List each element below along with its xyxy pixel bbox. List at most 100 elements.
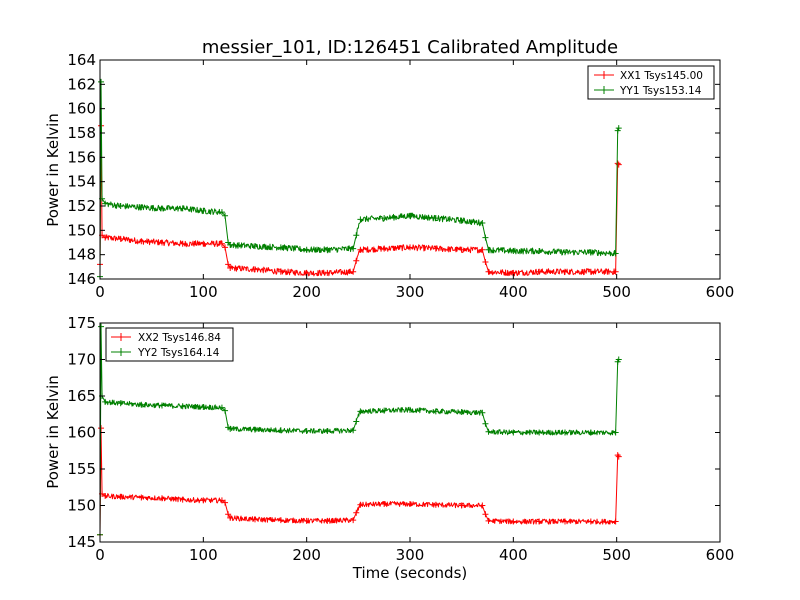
data-point: [587, 268, 594, 275]
data-point: [227, 241, 234, 248]
data-point: [350, 517, 357, 524]
data-point: [200, 403, 207, 410]
series-line-0-1: [99, 81, 620, 277]
data-point: [227, 265, 234, 272]
data-point: [536, 429, 543, 436]
y-tick-label: 152: [67, 197, 96, 215]
y-tick-label: 156: [67, 148, 96, 166]
data-point: [357, 408, 364, 415]
figure-title: messier_101, ID:126451 Calibrated Amplit…: [202, 37, 618, 58]
data-point: [612, 429, 619, 436]
data-point: [179, 240, 186, 247]
data-point: [482, 258, 489, 265]
data-point: [218, 497, 225, 504]
data-point: [102, 234, 109, 241]
data-point: [117, 400, 124, 407]
data-point: [222, 499, 229, 506]
x-tick-label: 400: [499, 546, 528, 564]
data-point: [218, 209, 225, 216]
data-point: [536, 518, 543, 525]
data-point: [138, 401, 145, 408]
x-tick-label: 500: [602, 546, 631, 564]
bottom-panel-ylabel: Power in Kelvin: [44, 375, 62, 489]
data-point: [432, 408, 439, 415]
data-point: [614, 452, 621, 459]
data-point: [458, 502, 465, 509]
x-tick-label: 200: [292, 546, 321, 564]
data-point: [277, 517, 284, 524]
bottom-panel-legend-box: [105, 327, 234, 362]
data-point: [407, 501, 413, 508]
data-point: [357, 501, 364, 508]
data-point: [510, 429, 517, 436]
data-point: [587, 249, 594, 256]
x-tick-label: 100: [189, 546, 218, 564]
data-point: [222, 212, 229, 219]
data-point: [615, 356, 622, 363]
y-tick-label: 146: [67, 270, 96, 288]
legend-label-yy1: YY1 Tsys153.14: [619, 85, 702, 97]
data-point: [615, 125, 622, 132]
data-point: [179, 403, 186, 410]
data-point: [159, 495, 165, 502]
data-point: [303, 246, 310, 253]
data-point: [485, 517, 492, 524]
data-point: [458, 409, 465, 416]
data-point: [138, 238, 145, 245]
data-point: [482, 420, 489, 427]
data-point: [303, 428, 310, 435]
data-point: [102, 493, 109, 500]
x-tick-label: 600: [706, 283, 735, 301]
data-point: [324, 246, 331, 253]
data-point: [562, 249, 568, 256]
data-point: [227, 425, 234, 432]
bottom-panel-frame: [99, 322, 721, 543]
data-point: [353, 257, 360, 264]
bottom-panel: Power in Kelvin Time (seconds) 0 100 200 30…: [44, 314, 734, 582]
data-point: [252, 516, 258, 523]
data-point: [381, 407, 388, 414]
legend-marker-yy2-icon: [117, 348, 125, 356]
data-point: [102, 200, 109, 207]
data-point: [350, 268, 357, 275]
y-tick-label: 154: [67, 173, 96, 191]
data-point: [482, 234, 489, 241]
x-tick-label: 400: [499, 283, 528, 301]
data-point: [350, 245, 357, 252]
data-point: [353, 509, 360, 516]
legend-label-xx2: XX2 Tsys146.84: [138, 332, 221, 344]
data-point: [479, 220, 486, 227]
legend-marker-yy1-icon: [600, 86, 608, 94]
y-tick-label: 148: [67, 246, 96, 264]
data-point: [138, 204, 145, 211]
y-tick-label: 155: [67, 460, 96, 478]
data-point: [485, 428, 492, 435]
y-tick-label: 150: [67, 497, 96, 515]
data-point: [222, 407, 229, 414]
data-point: [218, 240, 225, 247]
y-tick-label: 162: [67, 75, 96, 93]
data-point: [587, 518, 594, 525]
data-point: [562, 518, 568, 525]
y-tick-label: 175: [67, 314, 96, 332]
data-point: [407, 212, 413, 219]
series-line-1-0: [99, 427, 620, 535]
data-point: [225, 261, 232, 268]
data-point: [357, 216, 364, 223]
bottom-panel-ticks: 0 100 200 300 400 500 600 145 150 155 160 165 170 175: [67, 314, 734, 564]
top-panel-frame: [99, 59, 721, 280]
data-point: [277, 427, 284, 434]
data-point: [381, 501, 388, 508]
data-point: [562, 429, 568, 436]
data-point: [614, 160, 621, 167]
data-point: [612, 250, 619, 257]
top-panel-series: [97, 78, 622, 280]
data-point: [179, 205, 186, 212]
data-point: [485, 268, 492, 275]
data-point: [277, 268, 284, 275]
x-tick-label: 100: [189, 283, 218, 301]
data-point: [485, 246, 492, 253]
y-tick-label: 170: [67, 351, 96, 369]
data-point: [350, 427, 357, 434]
